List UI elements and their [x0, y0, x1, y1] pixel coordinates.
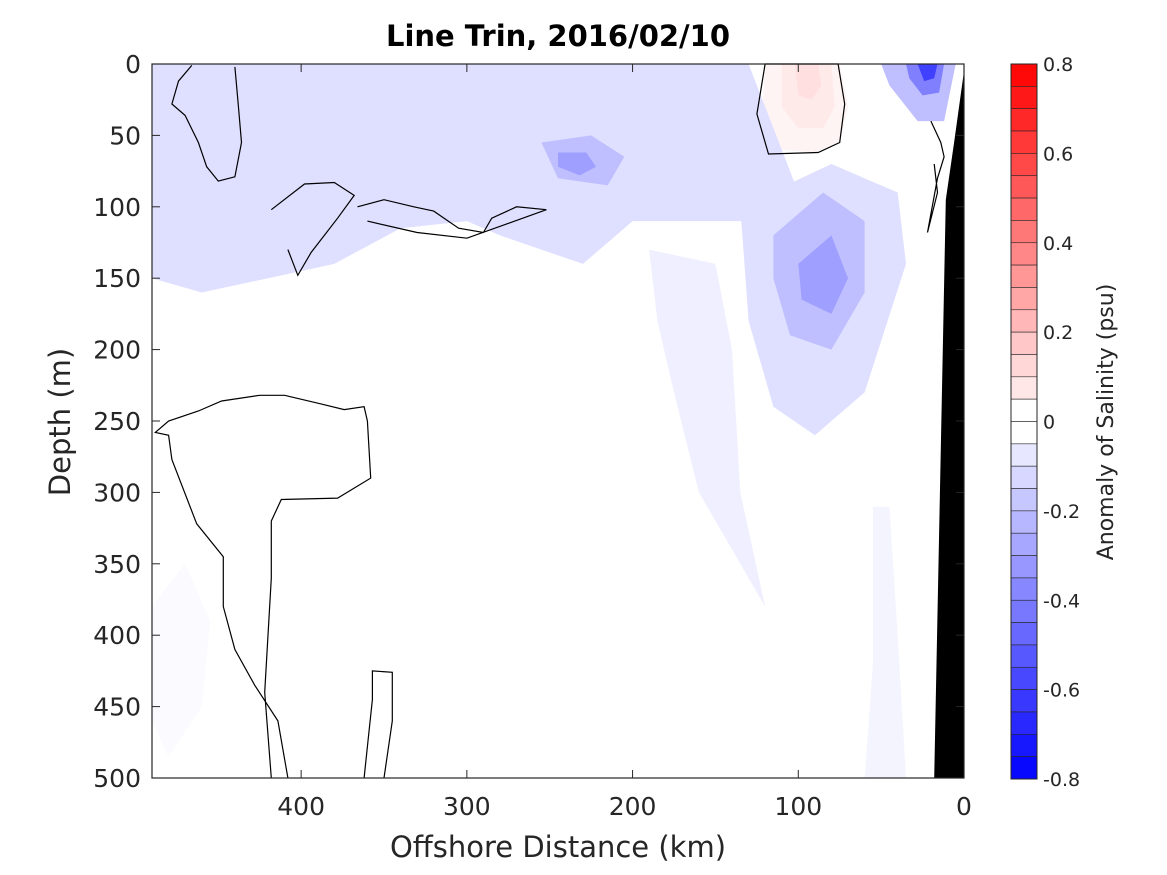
colorbar-segment [1010, 465, 1038, 489]
colorbar-segment [1010, 734, 1038, 757]
colorbar-tick-label: -0.6 [1043, 680, 1080, 702]
colorbar-segment [1010, 398, 1038, 422]
colorbar-segment [1010, 86, 1038, 109]
colorbar-segment [1010, 153, 1038, 177]
contour-region-negative-8-level-2 [864, 506, 906, 778]
colorbar-segment [1010, 354, 1038, 378]
contour-region-negative-5-level-3 [558, 152, 597, 176]
y-axis-title: Depth (m) [43, 348, 77, 496]
colorbar-segment [1010, 555, 1038, 579]
colorbar-segment [1010, 108, 1038, 132]
zero-contour-line-2 [270, 181, 356, 277]
colorbar-segment [1010, 63, 1038, 87]
colorbar-segment [1010, 756, 1038, 780]
colorbar-segment [1010, 130, 1038, 154]
x-tick-label: 200 [609, 792, 657, 821]
contour-region-negative-8-level-3 [649, 249, 766, 607]
y-tick-label: 500 [93, 764, 141, 793]
zero-contour-line-5 [926, 120, 945, 233]
colorbar-frame [1010, 63, 1038, 780]
colorbar-tick-label: 0.2 [1043, 322, 1073, 344]
zero-contour-line-3 [357, 199, 547, 239]
x-axis-title: Offshore Distance (km) [390, 830, 726, 864]
colorbar-tick-label: -0.4 [1043, 590, 1080, 612]
y-tick-label: 250 [93, 407, 141, 436]
colorbar-segment [1010, 421, 1038, 445]
zero-contour-line-4 [756, 63, 846, 155]
colorbar-segment [1010, 488, 1038, 512]
colorbar-segment [1010, 599, 1038, 623]
colorbar-segment [1010, 666, 1038, 690]
colorbar-tick-label: 0.6 [1043, 143, 1073, 165]
zero-contour-line-1 [171, 65, 243, 182]
zero-contour-line-6 [153, 394, 372, 779]
y-tick-label: 300 [93, 478, 141, 507]
colorbar-segment [1010, 331, 1038, 355]
colorbar-segment [1010, 443, 1038, 467]
x-tick-label: 400 [277, 792, 325, 821]
colorbar-segment [1010, 577, 1038, 601]
colorbar-segment [1010, 532, 1038, 556]
y-tick-label: 150 [93, 264, 141, 293]
x-tick-label: 300 [443, 792, 491, 821]
x-tick-label: 0 [956, 792, 972, 821]
colorbar-segment [1010, 309, 1038, 333]
colorbar-tick-label: 0.4 [1043, 233, 1073, 255]
y-tick-label: 400 [93, 621, 141, 650]
y-axis: 0 50 100 150 200 250 300 350 400 450 500 [93, 50, 964, 793]
colorbar-tick-label: 0 [1043, 412, 1055, 434]
zero-contour-lines [153, 63, 945, 779]
colorbar-title: Anomaly of Salinity (psu) [1094, 284, 1119, 561]
contour-region-negative-6-level-3 [798, 235, 848, 314]
colorbar-segment [1010, 175, 1038, 199]
y-tick-label: 450 [93, 693, 141, 722]
colorbar-segment [1010, 242, 1038, 266]
y-tick-label: 350 [93, 550, 141, 579]
colorbar-segment [1010, 376, 1038, 400]
contour-region-negative-7-level-3 [917, 64, 938, 82]
y-tick-label: 200 [93, 336, 141, 365]
colorbar-segment [1010, 510, 1038, 534]
zero-contour-line-7 [363, 670, 393, 779]
colorbar-segment [1010, 644, 1038, 668]
colorbar-segment [1010, 622, 1038, 646]
y-tick-label: 0 [125, 50, 141, 79]
x-tick-label: 100 [774, 792, 822, 821]
colorbar-segment [1010, 689, 1038, 713]
colorbar: 0.8 0.6 0.4 0.2 0 -0.2 -0.4 -0.6 -0.8 [1010, 54, 1080, 791]
colorbar-segment [1010, 287, 1038, 311]
contour-region-positive-1-level-3 [795, 64, 822, 100]
colorbar-tick-label: -0.2 [1043, 501, 1080, 523]
colorbar-segment [1010, 197, 1038, 221]
y-tick-label: 50 [109, 121, 141, 150]
land-mask [934, 71, 964, 779]
y-tick-label: 100 [93, 193, 141, 222]
contour-fills [152, 64, 956, 778]
contour-region-negative-4-level-1 [152, 64, 799, 293]
colorbar-segment [1010, 711, 1038, 735]
colorbar-tick-label: 0.8 [1043, 54, 1073, 76]
colorbar-segment [1010, 220, 1038, 244]
contour-region-negative-8-level-1 [152, 563, 210, 757]
x-axis: 400 300 200 100 0 [277, 64, 972, 821]
plot-area [151, 63, 965, 779]
colorbar-segment [1010, 264, 1038, 288]
colorbar-tick-label: -0.8 [1043, 769, 1080, 791]
chart-title: Line Trin, 2016/02/10 [386, 19, 730, 53]
